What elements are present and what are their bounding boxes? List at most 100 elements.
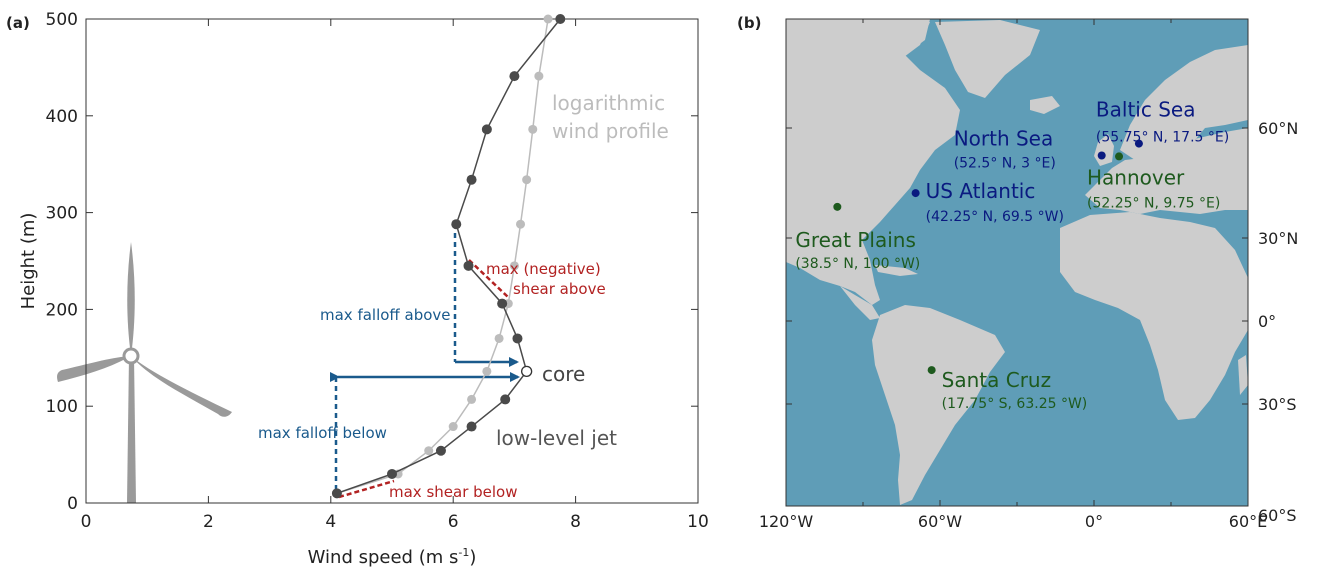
site-coords-baltic-sea: (55.75° N, 17.5 °E) [1096, 130, 1229, 146]
madagascar [1238, 355, 1248, 395]
lat-tick-label-3: 30°S [1258, 395, 1297, 414]
y-tick-label-3: 300 [46, 204, 78, 224]
greenland [935, 20, 1040, 98]
x-tick-label-2: 4 [325, 512, 336, 532]
panel-b-map: (b) 120° [737, 14, 1298, 531]
annotation-guides [330, 233, 520, 492]
site-marker-hannover [1115, 152, 1124, 161]
north-america [786, 19, 960, 305]
annotation-low-level-jet: low-level jet [496, 426, 617, 450]
annotation-max-falloff-below: max falloff below [258, 424, 387, 442]
point-log-3 [448, 422, 458, 432]
x-axis-label: Wind speed (m s-1) [308, 546, 477, 568]
site-marker-north-sea [1097, 151, 1106, 160]
central-america [840, 286, 880, 320]
series-line-log [336, 18, 549, 495]
point-llj-6 [512, 333, 523, 344]
south-america [872, 305, 1005, 505]
point-log-5 [482, 366, 492, 376]
point-llj-9 [451, 219, 462, 230]
lat-tick-label-2: 0° [1258, 312, 1276, 331]
iceland [1030, 96, 1060, 114]
site-marker-santa-cruz [927, 366, 936, 375]
point-log-11 [528, 124, 538, 134]
site-name-great-plains: Great Plains [795, 228, 916, 252]
point-llj-2 [435, 445, 446, 456]
point-llj-12 [509, 71, 520, 82]
site-marker-baltic-sea [1134, 139, 1143, 148]
y-tick-label-0: 0 [67, 494, 78, 514]
point-log-2 [424, 446, 434, 456]
point-llj-10 [466, 174, 477, 185]
annotation-core: core [542, 362, 585, 386]
y-axis-label: Height (m) [18, 213, 39, 310]
point-log-13 [543, 14, 553, 24]
point-llj-4 [500, 394, 511, 405]
y-tick-label-4: 400 [46, 107, 78, 127]
panel-a-label: (a) [6, 14, 30, 32]
site-marker-great-plains [833, 202, 842, 211]
site-coords-north-sea: (52.5° N, 3 °E) [954, 156, 1056, 172]
annotation-log-profile-1: logarithmic [552, 91, 665, 115]
site-name-baltic-sea: Baltic Sea [1096, 98, 1196, 122]
shear-above-dashed [468, 259, 510, 299]
y-tick-label-1: 100 [46, 397, 78, 417]
point-log-4 [467, 394, 477, 404]
point-llj-1 [387, 468, 397, 479]
europe [1085, 128, 1248, 214]
x-tick-label-4: 8 [570, 512, 581, 532]
land-masses [786, 19, 1248, 505]
point-log-8 [509, 261, 519, 271]
site-coords-hannover: (52.25° N, 9.75 °E) [1087, 195, 1220, 211]
point-llj-8 [463, 260, 474, 271]
annotation-max-falloff-above: max falloff above [320, 306, 451, 324]
annotation-max-shear-below: max shear below [389, 483, 518, 501]
shear-guides [338, 259, 510, 499]
point-llj-3 [466, 421, 477, 432]
point-llj-7 [497, 298, 508, 309]
site-name-us-atlantic: US Atlantic [926, 179, 1036, 203]
y-tick-label-5: 500 [46, 10, 78, 30]
site-coords-great-plains: (38.5° N, 100 °W) [795, 256, 920, 272]
lon-tick-label-0: 120°W [759, 512, 814, 531]
point-llj-11 [481, 124, 492, 135]
site-markers: Baltic Sea (55.75° N, 17.5 °E) North Sea (5… [795, 98, 1229, 413]
point-llj-13 [555, 14, 566, 24]
site-marker-us-atlantic [911, 189, 920, 198]
x-tick-label-1: 2 [203, 512, 214, 532]
cuba [875, 265, 918, 276]
lat-tick-label-1: 30°N [1258, 229, 1298, 248]
annotation-max-negative-shear-1: max (negative) [486, 260, 601, 278]
africa [1060, 212, 1248, 420]
arctic-islands [880, 22, 930, 60]
point-log-9 [516, 219, 526, 229]
plot-area-frame [85, 18, 699, 504]
scandinavia [1120, 45, 1248, 160]
lon-tick-label-3: 60°E [1229, 512, 1267, 531]
x-tick-label-0: 0 [81, 512, 92, 532]
core-point-marker [520, 365, 533, 378]
panel-b-label: (b) [737, 14, 761, 32]
map-graticule-ticks: 120°W 60°W 0° 60°E 60°N 30°N 0° 30°S 60°S [759, 19, 1298, 531]
lat-tick-label-4: 60°S [1258, 506, 1297, 525]
lon-tick-label-2: 0° [1085, 512, 1103, 531]
shear-below-dashed [338, 479, 395, 499]
series-layer [331, 14, 566, 499]
x-tick-label-3: 6 [448, 512, 459, 532]
annotation-max-negative-shear-2: shear above [513, 280, 606, 298]
x-tick-label-5: 10 [687, 512, 709, 532]
annotation-log-profile-2: wind profile [552, 119, 669, 143]
site-name-santa-cruz: Santa Cruz [942, 368, 1051, 392]
point-log-6 [494, 333, 504, 343]
site-coords-santa-cruz: (17.75° S, 63.25 °W) [942, 396, 1088, 412]
lon-tick-label-1: 60°W [918, 512, 962, 531]
site-coords-us-atlantic: (42.25° N, 69.5 °W) [926, 209, 1064, 225]
point-log-10 [522, 175, 532, 185]
site-name-hannover: Hannover [1087, 165, 1185, 189]
wind-turbine-icon [57, 242, 232, 503]
point-log-12 [534, 71, 544, 81]
